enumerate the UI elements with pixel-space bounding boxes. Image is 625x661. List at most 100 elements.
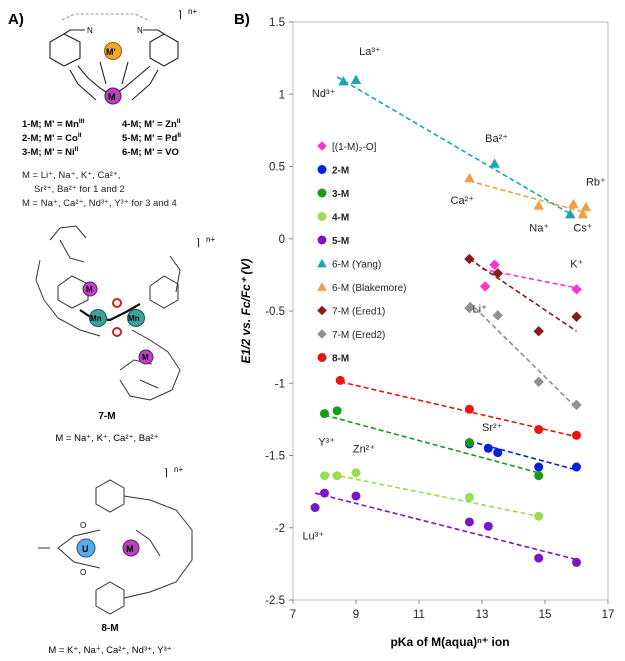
atom-m-label-7a: M [86,285,93,294]
ion-label: Na⁺ [529,223,549,235]
legend-row-2: 2-M; M' = CoII 5-M; M' = PdII [22,132,181,144]
point-6-m-blakemore [533,200,544,210]
point-4-m [320,471,329,481]
point-1-m-o [571,284,582,295]
y-tick-label: -2 [275,523,285,535]
point-4-m [534,511,544,521]
point-2-m [534,462,544,472]
x-tick-label: 17 [602,609,615,621]
ion-label: K⁺ [570,259,583,271]
ion-label: Ca²⁺ [451,195,475,207]
legend-marker-7-m-ered1 [317,305,327,316]
atom-mn-label-b: Mn [128,314,140,323]
point-1-m-o [479,281,491,292]
trend-line-7-m-ered2 [468,301,578,409]
x-tick-label: 7 [290,609,296,621]
y-tick-label: 1.5 [269,17,285,29]
point-7-m-ered2 [492,310,503,321]
point-8-m [534,424,544,434]
trend-line-3-m [324,414,539,474]
ion-label: Zn²⁺ [353,444,376,456]
legend-row-1: 1-M; M' = MnIII 4-M; M' = ZnII [22,118,181,130]
trend-line-6-m-blakemore [469,180,587,214]
legend-label-7-m-ered1: 7-M (Ered1) [332,307,385,318]
point-6-m-yang [489,158,500,168]
y-tick-label: -0.5 [265,306,285,318]
charge-sup-7: n+ [206,235,215,244]
trend-line-6-m-yang [336,76,574,217]
point-3-m [534,471,544,481]
charge-sup-8: n+ [174,465,183,474]
atom-m-label-7b: M [142,353,149,362]
charge-label-7: ⌉ [196,238,200,249]
point-7-m-ered2 [533,376,544,388]
legend-label-4-m: 4-M [332,213,349,224]
structure-7 [35,225,181,401]
atom-o-label-b: O [80,568,86,577]
ion-label: Cs⁺ [573,223,592,235]
trend-line-4-m [324,472,539,517]
metal-list-line-3: M = Na⁺, Ca²⁺, Nd³⁺, Y³⁺ for 3 and 4 [22,198,177,209]
point-1-m-o [489,259,500,270]
point-6-m-blakemore [580,201,592,212]
e-half-vs-pka-chart: B) 1.5 1 0.5 0 -0.5 -1 -1.5 -2 -2.5 7 9 11 13 15 17 La… [234,11,615,649]
legend-marker-4-m [317,212,327,221]
x-tick-label: 13 [476,609,489,621]
structure-8 [38,479,193,615]
compound-8-metals: M = K⁺, Na⁺, Ca²⁺, Nd³⁺, Y³⁺ [48,645,171,656]
legend-marker-8-m [317,353,327,362]
atom-n-label-1a: N [87,26,93,35]
point-7-m-ered2 [571,399,582,411]
ion-label: Lu³⁺ [302,530,324,542]
charge-sup-1: n+ [188,7,197,16]
point-7-m-ered1 [492,268,503,279]
point-8-m [335,375,345,385]
ion-label: Ba²⁺ [485,133,508,145]
legend-marker-3-m [317,188,327,198]
panel-b-label: B) [234,11,250,28]
point-8-m [464,404,474,414]
legend-label-6-m-yang: 6-M (Yang) [332,260,381,271]
point-3-m [332,406,342,416]
charge-label-1: ⌉ [178,10,182,21]
x-axis-label: pKa of M(aqua)ⁿ⁺ ion [390,635,509,649]
legend-label-2-m: 2-M [332,166,349,177]
atom-o-label-a: O [80,521,86,530]
point-8-m [572,430,581,440]
point-5-m [464,517,474,527]
point-5-m [320,488,329,498]
legend-label-1-m-o: [(1-M)₂-O] [332,142,377,153]
data-points [310,74,592,567]
legend: [(1-M)₂-O] 2-M 3-M 4-M 5-M 6-M (Yang) 6-M (Bla… [317,141,406,365]
x-tick-label: 15 [539,609,552,621]
legend-marker-5-m [317,235,327,245]
point-3-m [320,409,329,419]
x-tick-label: 9 [353,609,359,621]
point-4-m [351,468,361,478]
legend-label-6-m-blakemore: 6-M (Blakemore) [332,283,406,294]
charge-label-8: ⌉ [164,468,168,479]
legend-label-5-m: 5-M [332,236,349,247]
atom-m-label-1: M [108,92,116,102]
point-6-m-yang [350,74,362,84]
compound-7-metals: M = Na⁺, K⁺, Ca²⁺, Ba²⁺ [55,433,158,444]
compound-7-label: 7-M [98,411,115,422]
point-7-m-ered1 [533,326,544,337]
point-2-m [483,443,493,453]
atom-u-label: U [82,544,89,554]
y-tick-label: 0 [279,234,285,246]
point-7-m-ered1 [571,311,582,322]
atom-n-label-1b: N [137,26,143,35]
ion-label: La³⁺ [359,46,381,58]
panel-a-label: A) [8,11,24,28]
point-7-m-ered1 [464,253,475,265]
ion-label: Sr²⁺ [482,422,503,434]
legend-label-3-m: 3-M [332,189,349,200]
ion-label: Rb⁺ [586,176,606,188]
legend-marker-1-m-o [317,141,327,151]
compound-8-label: 8-M [101,623,118,634]
point-5-m [483,521,493,531]
point-2-m [572,462,581,472]
point-3-m [464,437,474,447]
point-7-m-ered2 [464,302,475,314]
